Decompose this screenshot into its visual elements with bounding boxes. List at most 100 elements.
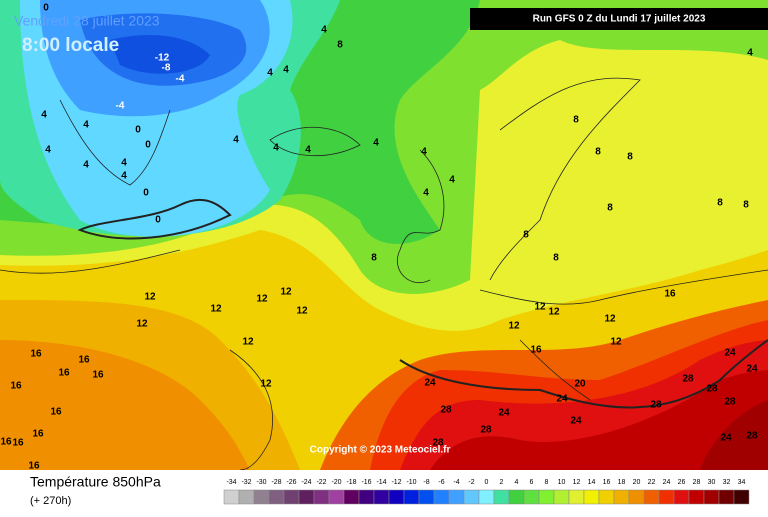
- contour-label: 12: [534, 302, 546, 313]
- legend-swatch: [358, 489, 375, 505]
- contour-label: 4: [45, 145, 51, 156]
- legend-label: 2: [500, 479, 504, 486]
- contour-label: 28: [682, 374, 694, 385]
- contour-label: 4: [305, 145, 311, 156]
- contour-label: 12: [548, 307, 560, 318]
- contour-label: 16: [0, 437, 12, 448]
- contour-label: 16: [58, 368, 70, 379]
- run-label: Run GFS 0 Z du Lundi 17 juillet 2023: [533, 14, 706, 25]
- contour-label: 12: [144, 292, 156, 303]
- contour-label: 24: [720, 433, 732, 444]
- contour-label: 24: [498, 408, 510, 419]
- contour-label: 4: [273, 143, 279, 154]
- contour-label: 0: [155, 215, 161, 226]
- legend-swatch: [253, 489, 270, 505]
- contour-label: 12: [242, 337, 254, 348]
- footer-lead: (+ 270h): [30, 495, 71, 507]
- contour-label: -4: [116, 101, 125, 112]
- legend-swatch: [448, 489, 465, 505]
- legend-label: 34: [738, 479, 746, 486]
- contour-label: 4: [233, 135, 239, 146]
- contour-label: 8: [553, 253, 559, 264]
- legend-swatch: [268, 489, 285, 505]
- contour-label: 16: [10, 381, 22, 392]
- contour-label: 16: [50, 407, 62, 418]
- contour-label: 4: [83, 120, 89, 131]
- contour-label: 12: [280, 287, 292, 298]
- legend-label: -16: [361, 479, 371, 486]
- contour-label: 28: [432, 438, 444, 449]
- legend-swatch: [523, 489, 540, 505]
- legend-label: -10: [406, 479, 416, 486]
- legend-label: -28: [271, 479, 281, 486]
- contour-label: 12: [508, 321, 520, 332]
- legend-swatch: [478, 489, 495, 505]
- contour-label: 4: [423, 188, 429, 199]
- contour-label: 0: [143, 188, 149, 199]
- contour-label: 24: [424, 378, 436, 389]
- contour-label: 16: [664, 289, 676, 300]
- legend-swatch: [493, 489, 510, 505]
- legend-swatch: [613, 489, 630, 505]
- legend-swatch: [313, 489, 330, 505]
- contour-label: 24: [556, 394, 568, 405]
- contour-label: 4: [421, 147, 427, 158]
- legend-swatch: [238, 489, 255, 505]
- contour-label: 8: [743, 200, 749, 211]
- contour-label: 16: [78, 355, 90, 366]
- legend-label: -4: [453, 479, 459, 486]
- legend-label: -22: [316, 479, 326, 486]
- contour-label: 12: [260, 379, 272, 390]
- legend-swatch: [733, 489, 750, 505]
- legend-label: 20: [633, 479, 641, 486]
- contour-label: 28: [480, 425, 492, 436]
- legend-label: -2: [468, 479, 474, 486]
- contour-label: 4: [121, 171, 127, 182]
- contour-label: 12: [136, 319, 148, 330]
- legend-label: 24: [663, 479, 671, 486]
- legend-label: 32: [723, 479, 731, 486]
- contour-label: 28: [746, 431, 758, 442]
- contour-label: 4: [283, 65, 289, 76]
- legend-label: -8: [423, 479, 429, 486]
- legend-swatch: [388, 489, 405, 505]
- legend-label: -32: [241, 479, 251, 486]
- contour-label: 12: [610, 337, 622, 348]
- contour-label: 24: [746, 364, 758, 375]
- contour-label: 8: [523, 230, 529, 241]
- legend-swatch: [298, 489, 315, 505]
- legend-label: -30: [256, 479, 266, 486]
- legend-label: 14: [588, 479, 596, 486]
- legend-swatch: [463, 489, 480, 505]
- contour-label: 20: [574, 379, 586, 390]
- contour-label: 24: [570, 416, 582, 427]
- contour-label: 0: [135, 125, 141, 136]
- legend-label: -6: [438, 479, 444, 486]
- legend-label: -24: [301, 479, 311, 486]
- contour-label: 4: [321, 25, 327, 36]
- legend-swatch: [538, 489, 555, 505]
- legend-label: 8: [545, 479, 549, 486]
- legend-swatch: [553, 489, 570, 505]
- legend-label: 22: [648, 479, 656, 486]
- legend-swatch: [658, 489, 675, 505]
- contour-label: 8: [717, 198, 723, 209]
- contour-label: 16: [92, 370, 104, 381]
- legend-label: -26: [286, 479, 296, 486]
- contour-label: -12: [155, 53, 170, 64]
- contour-label: 8: [627, 152, 633, 163]
- contour-label: 8: [573, 115, 579, 126]
- contour-label: 4: [41, 110, 47, 121]
- contour-label: -4: [176, 74, 185, 85]
- contour-label: 8: [607, 203, 613, 214]
- legend-swatch: [718, 489, 735, 505]
- date-label: Vendredi 28 juillet 2023: [14, 13, 160, 29]
- legend-label: 4: [515, 479, 519, 486]
- legend-swatch: [343, 489, 360, 505]
- contour-label: 16: [12, 438, 24, 449]
- legend-label: 28: [693, 479, 701, 486]
- contour-label: 0: [43, 3, 49, 14]
